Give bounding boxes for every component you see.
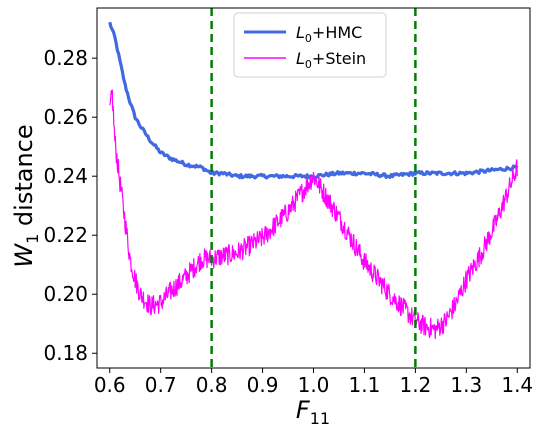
x-tick-label: 0.6 [94, 373, 126, 397]
y-axis-ticks: 0.18 0.20 0.22 0.24 0.26 0.28 [43, 46, 97, 365]
x-tick-label: 0.7 [145, 373, 177, 397]
legend-label-l0-stein: L0+Stein [296, 49, 366, 71]
series-line-l0-stein [109, 89, 518, 340]
y-tick-label: 0.24 [43, 164, 88, 188]
y-tick-label: 0.22 [43, 223, 88, 247]
x-axis-ticks: 0.6 0.7 0.8 0.9 1.0 1.1 1.2 1.3 1.4 [94, 368, 533, 397]
y-axis-label: W1 distance [10, 124, 42, 267]
x-tick-label: 1.4 [501, 373, 533, 397]
x-tick-label: 1.1 [349, 373, 381, 397]
legend-box [233, 12, 387, 78]
x-axis-label: F11 [296, 396, 330, 428]
x-tick-label: 1.3 [450, 373, 482, 397]
x-tick-label: 1.0 [298, 373, 330, 397]
legend-label-l0-hmc: L0+HMC [296, 23, 362, 45]
x-tick-label: 1.2 [399, 373, 431, 397]
plot-marks [108, 8, 519, 368]
y-tick-label: 0.18 [43, 341, 88, 365]
y-tick-label: 0.28 [43, 46, 88, 70]
legend: L0+HMC L0+Stein [233, 12, 387, 78]
y-tick-label: 0.20 [43, 282, 88, 306]
x-tick-label: 0.8 [196, 373, 228, 397]
y-tick-label: 0.26 [43, 105, 88, 129]
x-tick-label: 0.9 [247, 373, 279, 397]
